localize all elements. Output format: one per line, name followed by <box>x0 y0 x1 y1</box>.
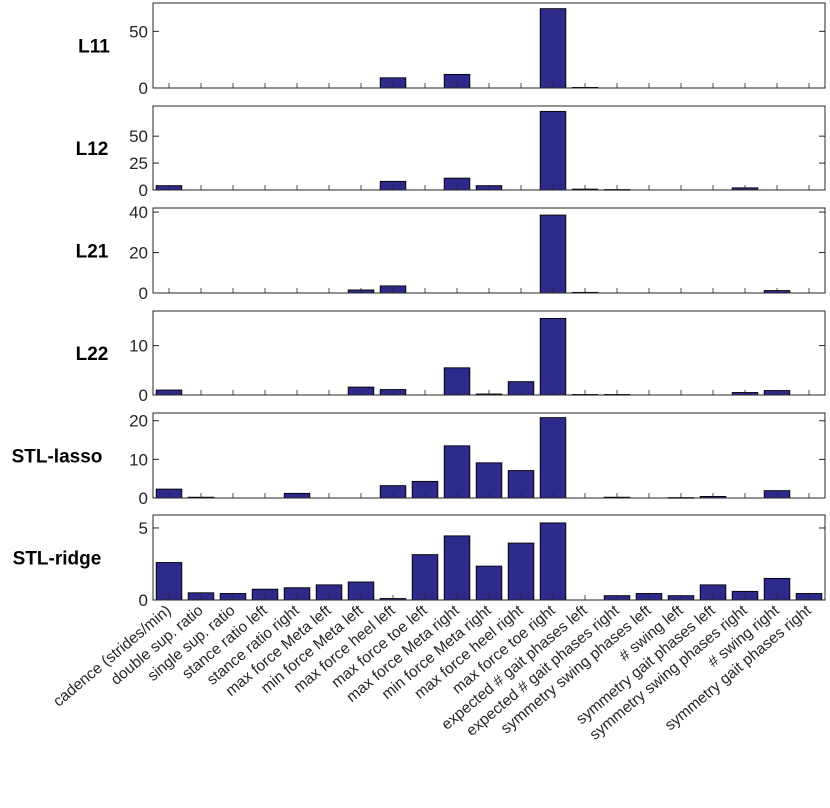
bar-stl-ridge-8 <box>411 554 439 601</box>
bar-l22-12 <box>539 317 567 396</box>
bar-l11-12 <box>539 8 567 89</box>
subplot-label: L22 <box>76 344 109 365</box>
subplot-label: L12 <box>76 139 109 160</box>
bar-stl-ridge-11 <box>507 542 535 601</box>
y-tick-label: 0 <box>139 181 148 200</box>
bar-l21-12 <box>539 214 567 294</box>
y-tick-label: 0 <box>139 284 148 303</box>
subplot-l11: 0 50 L11 <box>78 2 826 98</box>
bar-stl-lasso-10 <box>475 462 503 499</box>
subplot-label: L11 <box>78 37 110 58</box>
subplot-l21: 0 20 40 L21 <box>76 203 826 303</box>
axes-box <box>152 310 826 396</box>
y-tick-label: 10 <box>129 337 148 356</box>
bar-stl-ridge-12 <box>539 522 567 601</box>
axes-box <box>152 2 826 89</box>
y-tick-label: 20 <box>129 244 148 263</box>
axes-box <box>152 207 826 294</box>
bar-stl-ridge-10 <box>475 565 503 601</box>
subplot-l22: 0 10 L22 <box>76 310 826 405</box>
bar-stl-ridge-9 <box>443 535 471 601</box>
subplot-label: STL-ridge <box>13 549 102 570</box>
y-tick-label: 5 <box>139 519 148 538</box>
y-tick-label: 20 <box>129 412 148 431</box>
bar-l12-12 <box>539 110 567 191</box>
y-tick-label: 40 <box>129 203 148 222</box>
subplot-stl-ridge: 0 5 STL-ridge <box>13 514 826 610</box>
subplot-stl-lasso: 0 10 20 STL-lasso <box>12 412 826 508</box>
bar-stl-lasso-12 <box>539 417 567 499</box>
y-tick-label: 50 <box>129 22 148 41</box>
y-tick-label: 10 <box>129 450 148 469</box>
subplot-l12: 0 25 50 L12 <box>76 105 826 200</box>
subplot-label: L21 <box>76 242 109 263</box>
bar-stl-ridge-0 <box>155 562 183 601</box>
bar-stl-lasso-9 <box>443 445 471 499</box>
y-tick-label: 0 <box>139 489 148 508</box>
y-tick-label: 0 <box>139 386 148 405</box>
y-tick-label: 25 <box>129 154 148 173</box>
axes-box <box>152 105 826 191</box>
y-tick-label: 0 <box>139 79 148 98</box>
y-tick-label: 0 <box>139 591 148 610</box>
y-tick-label: 50 <box>129 127 148 146</box>
x-tick-labels: cadence (strides/min)double sup. ratiosi… <box>50 602 815 744</box>
subplot-label: STL-lasso <box>12 447 103 468</box>
